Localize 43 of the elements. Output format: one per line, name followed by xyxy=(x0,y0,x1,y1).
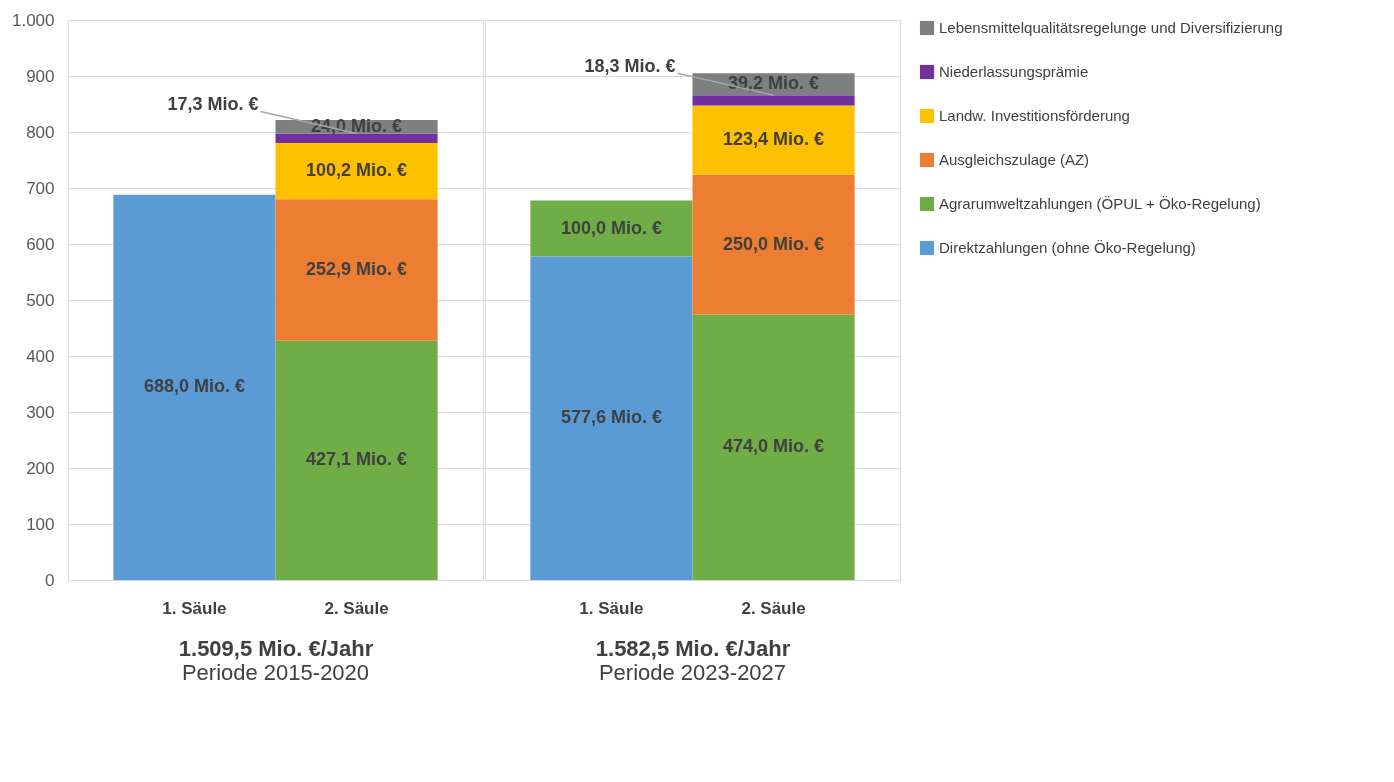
data-label: 577,6 Mio. € xyxy=(560,407,662,428)
x-tick-label: 1. Säule xyxy=(579,598,644,618)
y-tick-label: 800 xyxy=(26,122,55,142)
legend-label: Landw. Investitionsförderung xyxy=(939,107,1130,124)
x-tick-label: 1. Säule xyxy=(162,598,227,618)
bar xyxy=(530,256,693,580)
x-axis-title: 1.509,5 Mio. €/Jahr xyxy=(178,635,374,661)
x-tick-label: 2. Säule xyxy=(741,598,806,618)
annotation: 18,3 Mio. € xyxy=(584,56,676,77)
legend-label: Lebensmittelqualitätsregelunge und Diversifizierung xyxy=(939,19,1283,36)
bar xyxy=(692,314,855,580)
y-tick-label: 1.000 xyxy=(11,10,55,30)
y-tick-label: 400 xyxy=(26,346,55,366)
text: Periode 2015-2020 xyxy=(181,660,370,685)
data-label: 250,0 Mio. € xyxy=(723,233,825,254)
legend-label: Direktzahlungen (ohne Öko-Regelung) xyxy=(939,239,1196,256)
data-label: 427,1 Mio. € xyxy=(306,449,408,470)
annotation: 17,3 Mio. € xyxy=(167,94,259,115)
x-axis-title: 1.582,5 Mio. €/Jahr xyxy=(595,635,791,661)
bar xyxy=(530,200,693,257)
data-label: 474,0 Mio. € xyxy=(723,436,825,457)
legend-label: Niederlassungsprämie xyxy=(939,63,1089,80)
data-label: 123,4 Mio. € xyxy=(723,129,825,150)
legend-label: Agrarumweltzahlungen (ÖPUL + Öko-Regelung) xyxy=(939,195,1261,212)
y-tick-label: 0 xyxy=(45,570,55,590)
bar xyxy=(692,95,855,106)
legend-label: Ausgleichszulage (AZ) xyxy=(939,151,1090,168)
y-tick-label: 500 xyxy=(26,290,55,310)
data-label: 100,2 Mio. € xyxy=(306,160,408,181)
y-tick-label: 600 xyxy=(26,234,55,254)
bar xyxy=(692,105,855,175)
y-tick-label: 200 xyxy=(26,458,55,478)
y-tick-label: 300 xyxy=(26,402,55,422)
bar xyxy=(692,174,855,315)
data-label: 252,9 Mio. € xyxy=(306,259,408,280)
x-tick-label: 2. Säule xyxy=(324,598,389,618)
y-tick-label: 100 xyxy=(26,514,55,534)
y-tick-label: 900 xyxy=(26,66,55,86)
data-label: 39,2 Mio. € xyxy=(728,73,820,94)
text: Periode 2023-2027 xyxy=(598,660,787,685)
data-label: 100,0 Mio. € xyxy=(560,217,662,238)
y-tick-label: 700 xyxy=(26,178,55,198)
data-label: 688,0 Mio. € xyxy=(143,376,245,397)
